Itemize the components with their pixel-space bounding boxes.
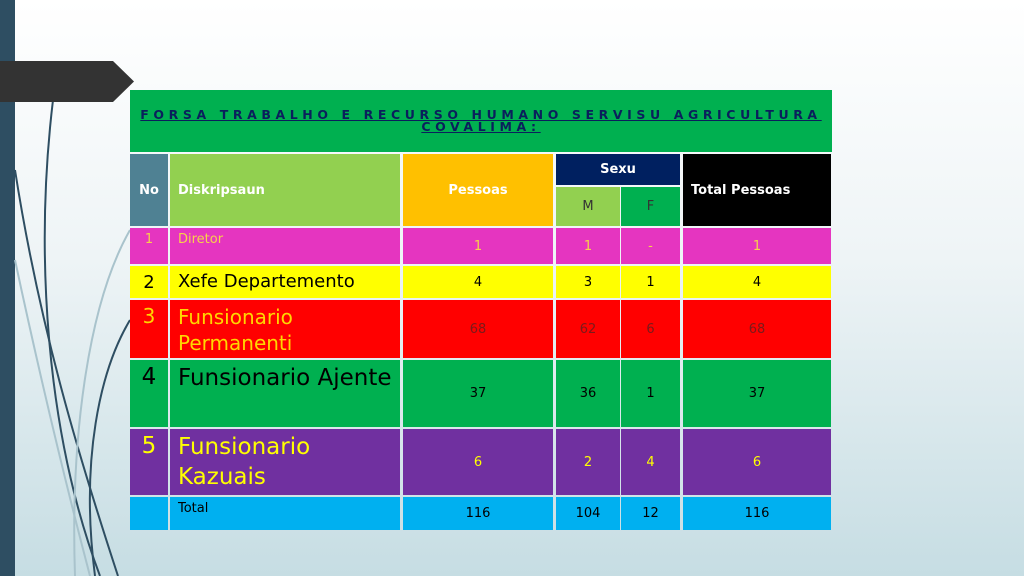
row-total: 6 (683, 429, 831, 495)
header-pessoas: Pessoas (403, 154, 553, 226)
row-m: 2 (556, 429, 620, 495)
row-total: 68 (683, 300, 831, 358)
header-no: No (130, 154, 168, 226)
row-m: 62 (556, 300, 620, 358)
row-pessoas: 1 (403, 228, 553, 264)
row-no: 3 (130, 300, 168, 358)
row-f: 1 (621, 266, 680, 298)
row-no: 4 (130, 360, 168, 427)
row-diskripsaun: Funsionario Permanenti (170, 300, 400, 358)
row-m: 36 (556, 360, 620, 427)
row-m: 1 (556, 228, 620, 264)
row-pessoas: 4 (403, 266, 553, 298)
title-arrow-shape (0, 61, 134, 102)
row-total: 1 (683, 228, 831, 264)
row-f: 4 (621, 429, 680, 495)
row-pessoas: 6 (403, 429, 553, 495)
total-row-pessoas: 116 (403, 497, 553, 530)
header-total-pessoas: Total Pessoas (683, 154, 831, 226)
header-diskripsaun: Diskripsaun (170, 154, 400, 226)
total-row-total: 116 (683, 497, 831, 530)
row-no: 2 (130, 266, 168, 298)
row-total: 37 (683, 360, 831, 427)
row-m: 3 (556, 266, 620, 298)
slide-sidebar-bar (0, 0, 15, 576)
table-title: FORSA TRABALHO E RECURSO HUMANO SERVISU … (130, 90, 832, 152)
row-diskripsaun: Funsionario Kazuais (170, 429, 400, 495)
total-row-m: 104 (556, 497, 620, 530)
total-row-label: Total (170, 497, 400, 530)
decorative-curves (14, 99, 131, 576)
header-m: M (556, 187, 620, 226)
row-total: 4 (683, 266, 831, 298)
row-pessoas: 37 (403, 360, 553, 427)
row-f: 1 (621, 360, 680, 427)
header-f: F (621, 187, 680, 226)
total-row-no (130, 497, 168, 530)
row-no: 1 (130, 228, 168, 264)
total-row-f: 12 (621, 497, 680, 530)
row-diskripsaun: Funsionario Ajente (170, 360, 400, 427)
row-f: 6 (621, 300, 680, 358)
row-no: 5 (130, 429, 168, 495)
row-diskripsaun: Xefe Departemento (170, 266, 400, 298)
row-f: - (621, 228, 680, 264)
row-diskripsaun: Diretor (170, 228, 400, 264)
header-sexu: Sexu (556, 154, 680, 185)
row-pessoas: 68 (403, 300, 553, 358)
